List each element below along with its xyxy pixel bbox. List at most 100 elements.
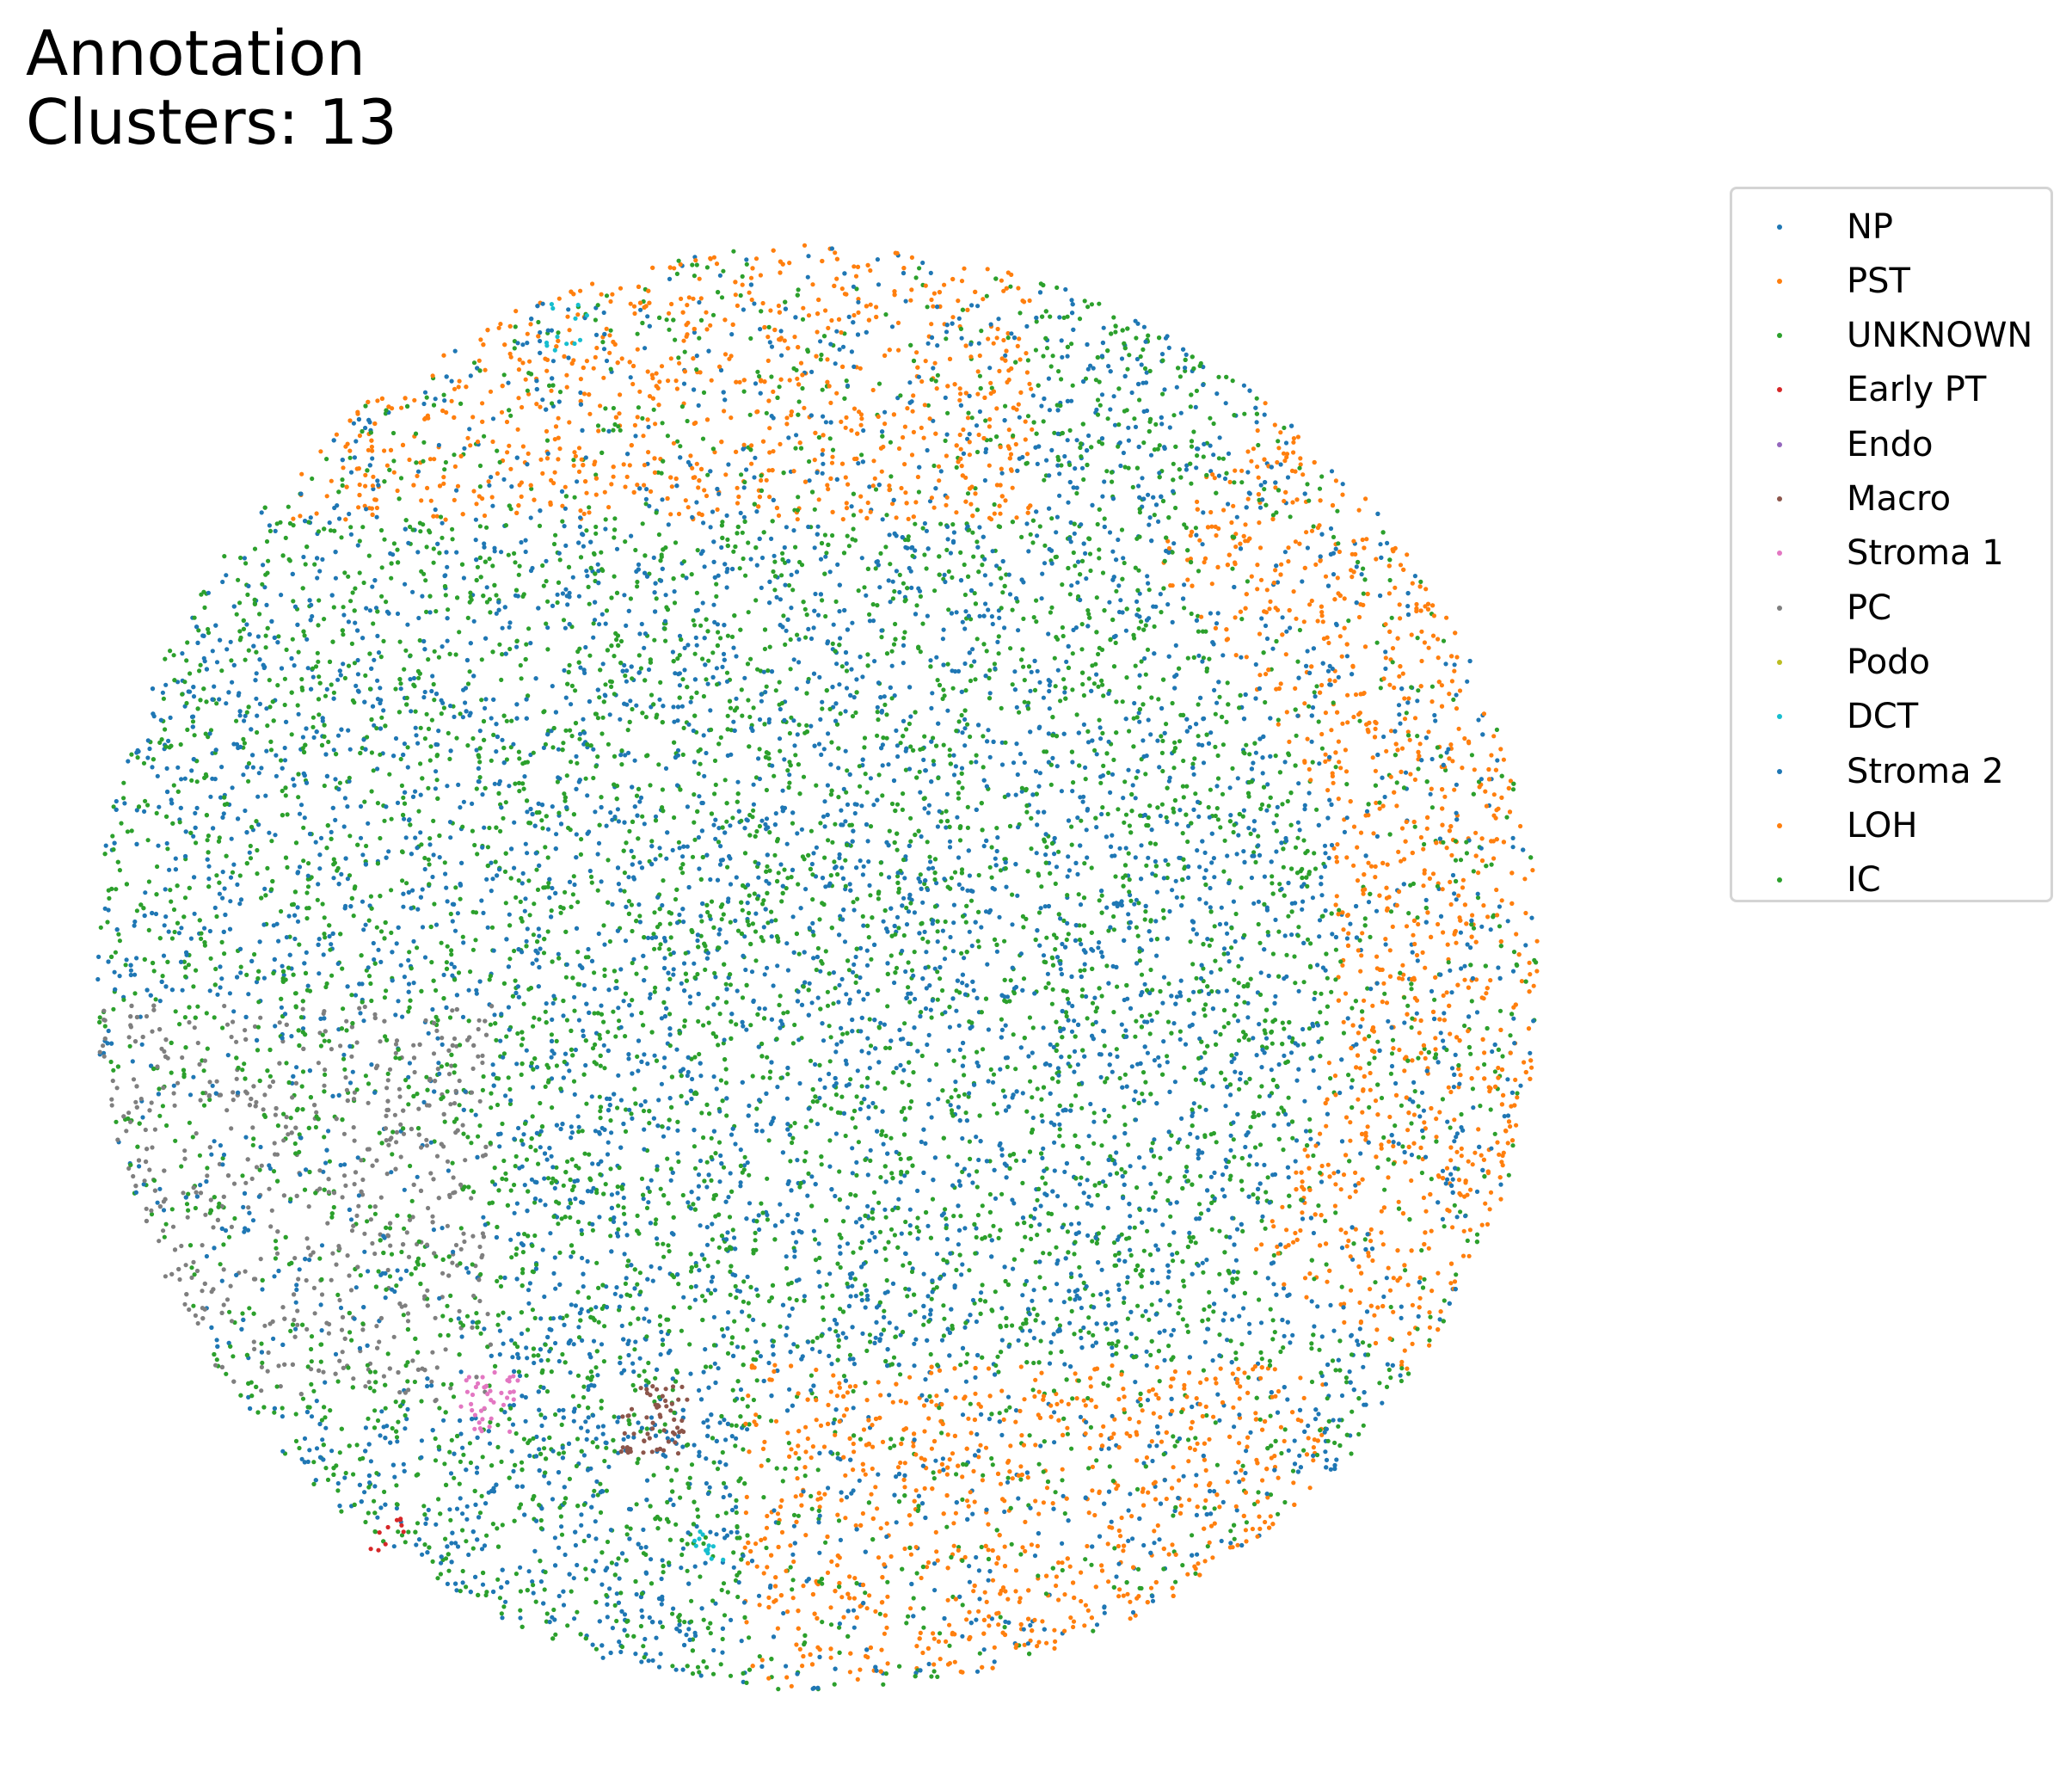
scatter-point [1334,894,1339,899]
scatter-point [784,415,790,421]
scatter-point [335,1379,341,1384]
scatter-point [843,819,848,824]
scatter-point [1097,717,1102,723]
scatter-point [1361,1423,1366,1428]
scatter-point [637,389,643,394]
scatter-point [1003,403,1008,409]
scatter-point [556,1545,562,1550]
scatter-point [421,1504,427,1509]
scatter-point [1018,1364,1024,1369]
scatter-point [663,593,668,598]
scatter-point [591,635,596,640]
scatter-point [1270,513,1276,518]
scatter-point [534,1065,540,1070]
scatter-point [935,1674,940,1679]
scatter-point [1160,738,1165,744]
scatter-point [1333,1182,1338,1187]
scatter-point [914,603,919,608]
scatter-point [532,1200,538,1205]
scatter-point [1111,927,1116,932]
scatter-point [968,1156,973,1161]
scatter-point [786,582,792,588]
scatter-point [685,1541,690,1547]
scatter-point [617,1576,622,1581]
scatter-point [597,1215,602,1220]
scatter-point [676,355,681,360]
scatter-point [1165,1289,1171,1295]
scatter-point [837,982,842,987]
scatter-point [782,757,787,762]
scatter-point [575,1114,581,1119]
scatter-point [567,328,572,333]
scatter-point [545,1357,550,1363]
scatter-point [391,1334,397,1339]
scatter-point [538,1100,543,1106]
scatter-point [845,1205,851,1210]
scatter-point [890,579,895,584]
scatter-point [1306,1423,1311,1429]
scatter-point [816,497,821,502]
scatter-point [914,1571,919,1576]
scatter-point [1228,1092,1233,1098]
scatter-point [444,409,449,415]
scatter-point [943,579,948,585]
scatter-point [903,767,908,772]
scatter-point [1247,1330,1252,1335]
scatter-point [710,1671,716,1676]
scatter-point [987,864,993,870]
scatter-point [477,1298,483,1304]
scatter-point [1094,1458,1099,1463]
scatter-point [480,1582,486,1587]
scatter-point [1233,1069,1238,1074]
scatter-point [1281,1345,1286,1350]
scatter-point [667,311,672,316]
scatter-point [372,957,377,963]
scatter-point [983,601,988,606]
scatter-point [519,539,524,545]
scatter-point [636,653,642,658]
scatter-point [1399,1315,1404,1320]
scatter-point [1312,1437,1317,1443]
scatter-point [559,1532,565,1537]
scatter-point [754,1378,759,1383]
scatter-point [1319,893,1325,898]
scatter-point [553,1340,558,1346]
scatter-point [569,1589,574,1594]
scatter-point [942,1316,947,1321]
scatter-point [1218,825,1223,830]
scatter-point [666,378,671,384]
scatter-point [1190,1533,1195,1538]
scatter-point [676,1282,681,1287]
scatter-point [1265,782,1270,787]
scatter-point [976,1157,981,1163]
scatter-point [1027,298,1032,304]
scatter-point [1429,1289,1435,1294]
scatter-point [1165,1060,1170,1065]
scatter-point [507,912,512,917]
scatter-point [1003,1023,1008,1028]
scatter-point [1333,977,1338,982]
scatter-point [563,587,569,592]
scatter-point [624,474,630,480]
scatter-point [1193,791,1198,797]
scatter-point [652,910,657,915]
scatter-point [1448,1172,1454,1177]
scatter-point [179,777,184,782]
scatter-point [1291,589,1296,594]
scatter-point [1427,876,1432,881]
scatter-point [204,1011,209,1016]
scatter-point [404,881,409,886]
scatter-point [940,1456,945,1461]
scatter-point [1049,516,1054,521]
scatter-point [126,1035,132,1040]
scatter-point [626,1352,631,1358]
scatter-point [888,474,894,479]
scatter-point [1388,1071,1393,1076]
scatter-point [873,1104,878,1110]
scatter-point [601,347,607,352]
scatter-point [1073,1093,1079,1098]
scatter-point [367,1386,372,1391]
scatter-point [1198,1380,1203,1385]
scatter-point [1117,846,1122,851]
scatter-point [1213,1030,1218,1035]
